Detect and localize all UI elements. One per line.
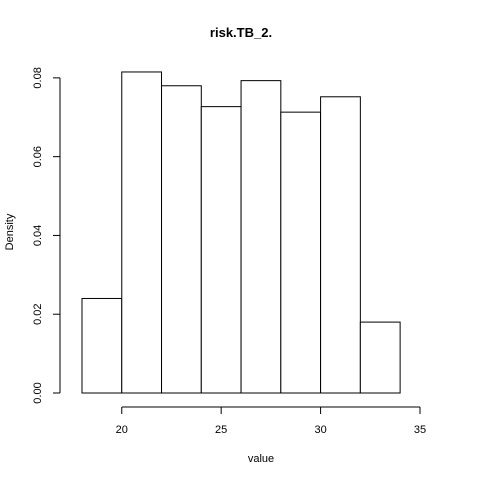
x-tick-label-1: 25 — [215, 424, 227, 436]
histogram-bar-4 — [200, 106, 242, 394]
x-tick-label-3: 35 — [414, 424, 426, 436]
histogram-bar-2 — [121, 71, 163, 394]
histogram-bar-8 — [359, 321, 401, 394]
histogram-bar-3 — [161, 85, 202, 394]
y-tick-label-0: 0.00 — [32, 382, 44, 403]
chart-title: risk.TB_2. — [210, 25, 272, 40]
histogram-bar-7 — [320, 96, 361, 394]
y-tick-label-2: 0.04 — [32, 225, 44, 246]
y-axis: 0.00 0.02 0.04 0.06 0.08 — [32, 67, 61, 404]
y-tick-label-3: 0.06 — [32, 146, 44, 167]
y-axis-label: Density — [4, 213, 16, 250]
y-tick-label-1: 0.02 — [32, 304, 44, 325]
histogram-bar-1 — [81, 297, 123, 394]
histogram-bar-6 — [280, 111, 322, 394]
histogram-bar-5 — [240, 80, 282, 394]
histogram-bars — [81, 71, 401, 394]
y-tick-label-4: 0.08 — [32, 67, 44, 88]
x-axis: 20 25 30 35 — [116, 406, 426, 436]
x-tick-label-2: 30 — [314, 424, 326, 436]
x-axis-label: value — [248, 453, 274, 465]
x-tick-label-0: 20 — [116, 424, 128, 436]
